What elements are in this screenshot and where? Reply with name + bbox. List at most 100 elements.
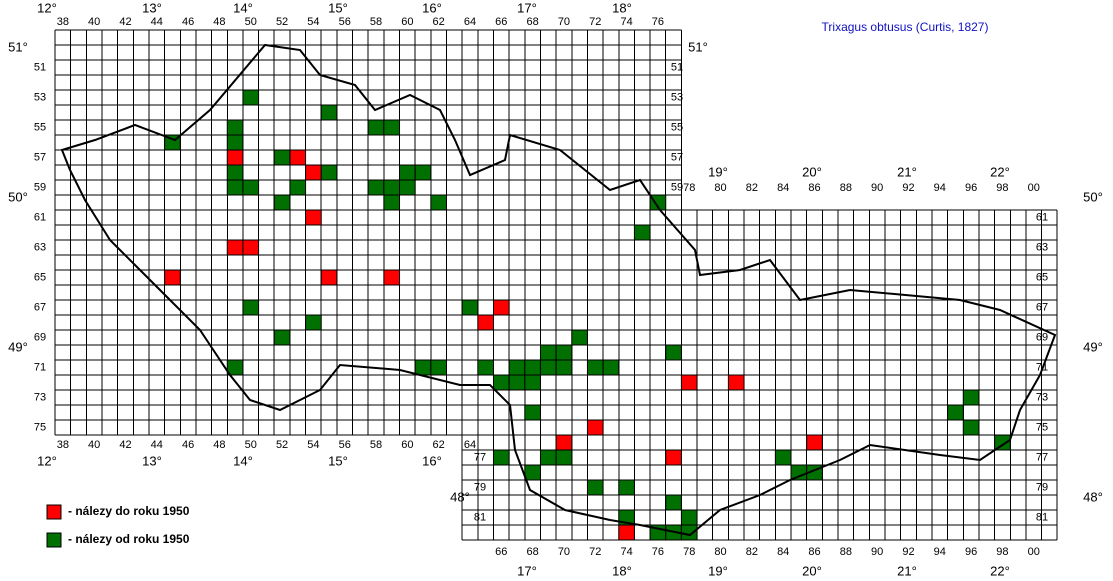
- record-cell: [164, 269, 181, 286]
- record-cell: [774, 449, 792, 466]
- degree-label: 19°: [708, 164, 728, 179]
- column-label: 40: [88, 439, 100, 451]
- column-label: 98: [996, 546, 1008, 558]
- column-label: 62: [433, 439, 445, 451]
- record-cell: [383, 179, 401, 196]
- row-label: 81: [474, 511, 486, 523]
- column-label: 90: [871, 546, 883, 558]
- legend-label: - nálezy do roku 1950: [68, 504, 190, 518]
- degree-label: 50°: [8, 189, 28, 204]
- column-label: 76: [652, 546, 664, 558]
- column-label: 42: [119, 439, 131, 451]
- record-cell: [633, 224, 651, 241]
- record-cell: [430, 359, 447, 376]
- degree-label: 51°: [8, 39, 28, 54]
- row-label: 69: [34, 331, 46, 343]
- record-cell: [492, 449, 510, 466]
- column-label: 40: [88, 16, 100, 28]
- degree-label: 19°: [708, 563, 728, 578]
- column-label: 92: [902, 182, 914, 194]
- record-cell: [539, 359, 557, 376]
- row-label: 63: [34, 241, 46, 253]
- degree-label: 21°: [897, 164, 917, 179]
- record-cell: [242, 239, 260, 256]
- column-label: 54: [307, 16, 319, 28]
- row-label: 63: [1036, 241, 1048, 253]
- column-label: 72: [589, 546, 601, 558]
- column-label: 64: [464, 439, 476, 451]
- record-cell: [680, 374, 698, 391]
- map-title: Trixagus obtusus (Curtis, 1827): [822, 20, 989, 34]
- degree-label: 48°: [450, 489, 470, 504]
- degree-label: 22°: [990, 164, 1010, 179]
- record-cell: [273, 194, 291, 211]
- column-label: 82: [746, 182, 758, 194]
- column-label: 66: [495, 16, 507, 28]
- record-cell: [962, 389, 980, 406]
- degree-label: 14°: [233, 453, 253, 468]
- record-cell: [273, 149, 291, 166]
- record-cell: [994, 434, 1011, 451]
- record-cell: [383, 119, 401, 136]
- record-cell: [555, 344, 573, 361]
- record-cell: [586, 359, 604, 376]
- record-cell: [618, 524, 635, 541]
- row-label: 57: [671, 151, 683, 163]
- record-cell: [665, 344, 682, 361]
- column-label: 50: [245, 16, 257, 28]
- record-cell: [399, 179, 416, 196]
- row-label: 79: [1036, 481, 1048, 493]
- row-label: 67: [1036, 301, 1048, 313]
- record-cell: [555, 449, 573, 466]
- record-cell: [947, 404, 964, 421]
- column-label: 74: [620, 546, 632, 558]
- record-cell: [242, 89, 260, 106]
- row-label: 65: [1036, 271, 1048, 283]
- row-label: 53: [34, 91, 46, 103]
- record-cell: [305, 314, 322, 331]
- column-label: 38: [57, 16, 69, 28]
- column-label: 62: [433, 16, 445, 28]
- record-cell: [555, 434, 573, 451]
- degree-label: 48°: [1083, 489, 1103, 504]
- column-label: 84: [777, 182, 789, 194]
- record-cell: [806, 434, 823, 451]
- column-label: 82: [746, 546, 758, 558]
- column-label: 52: [276, 16, 288, 28]
- column-label: 48: [213, 439, 225, 451]
- row-label: 65: [34, 271, 46, 283]
- row-label: 61: [34, 211, 46, 223]
- column-label: 86: [808, 182, 820, 194]
- record-cell: [665, 494, 682, 511]
- degree-label: 14°: [233, 0, 253, 15]
- record-cell: [508, 359, 526, 376]
- column-label: 60: [401, 16, 413, 28]
- column-label: 46: [182, 439, 194, 451]
- record-cell: [273, 329, 291, 346]
- degree-label: 15°: [328, 0, 348, 15]
- record-cell: [320, 269, 338, 286]
- record-cell: [524, 404, 541, 421]
- column-label: 94: [934, 546, 946, 558]
- column-label: 56: [339, 16, 351, 28]
- record-cell: [539, 344, 557, 361]
- column-label: 66: [495, 546, 507, 558]
- record-cell: [665, 449, 682, 466]
- degree-label: 13°: [142, 0, 162, 15]
- record-cell: [680, 524, 698, 541]
- column-label: 46: [182, 16, 194, 28]
- column-label: 52: [276, 439, 288, 451]
- column-label: 86: [808, 546, 820, 558]
- legend-swatch: [46, 532, 62, 548]
- row-label: 73: [34, 391, 46, 403]
- degree-label: 13°: [142, 453, 162, 468]
- record-cell: [242, 299, 260, 316]
- column-label: 50: [245, 439, 257, 451]
- records: [164, 89, 1011, 541]
- row-label: 77: [1036, 451, 1048, 463]
- column-label: 58: [370, 16, 382, 28]
- record-cell: [383, 269, 401, 286]
- record-cell: [414, 359, 432, 376]
- record-cell: [492, 374, 510, 391]
- column-label: 88: [840, 182, 852, 194]
